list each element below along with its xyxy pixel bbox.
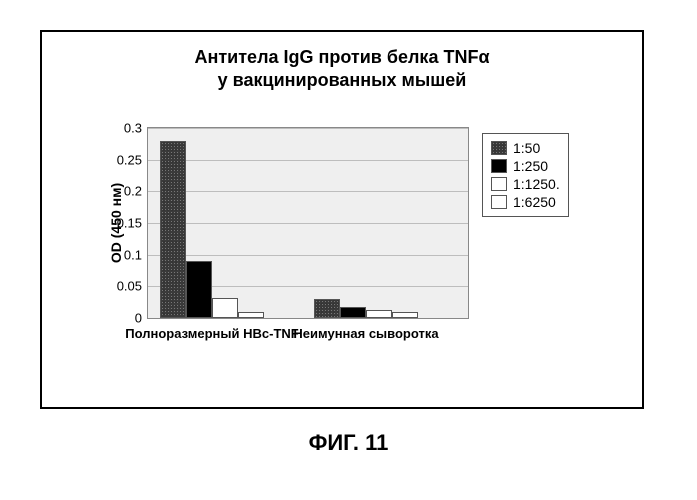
legend-item: 1:250 [491,157,560,175]
legend-item: 1:1250. [491,175,560,193]
legend-label: 1:6250 [513,194,556,210]
legend-item: 1:6250 [491,193,560,211]
legend-swatch [491,195,507,209]
title-line-2: у вакцинированных мышей [218,70,467,90]
legend-label: 1:250 [513,158,548,174]
bar [186,261,212,318]
title-line-1: Антитела IgG против белка TNFα [194,47,489,67]
chart-title: Антитела IgG против белка TNFα у вакцини… [42,32,642,91]
bar [212,298,238,318]
y-tick-label: 0.15 [117,216,148,231]
bar [314,299,340,318]
legend-label: 1:1250. [513,176,560,192]
figure-caption: ФИГ. 11 [0,430,697,456]
gridline [148,160,468,161]
legend-swatch [491,141,507,155]
y-tick-label: 0.25 [117,152,148,167]
gridline [148,255,468,256]
y-tick-label: 0.2 [124,184,148,199]
gridline [148,191,468,192]
legend: 1:50 1:250 1:1250. 1:6250 [482,133,569,217]
y-tick-label: 0.1 [124,247,148,262]
plot-region: OD (450 нм) 00.050.10.150.20.250.3Полнор… [147,127,469,319]
gridline [148,223,468,224]
gridline [148,128,468,129]
x-category-label: Неимунная сыворотка [293,318,438,341]
bar [340,307,366,318]
x-category-label: Полноразмерный HBc-TNF [125,318,298,341]
bar [160,141,186,318]
chart-area: OD (450 нм) 00.050.10.150.20.250.3Полнор… [107,127,607,357]
chart-frame: Антитела IgG против белка TNFα у вакцини… [40,30,644,409]
legend-swatch [491,159,507,173]
legend-item: 1:50 [491,139,560,157]
y-tick-label: 0.05 [117,279,148,294]
legend-label: 1:50 [513,140,540,156]
legend-swatch [491,177,507,191]
y-tick-label: 0.3 [124,121,148,136]
bar [366,310,392,318]
